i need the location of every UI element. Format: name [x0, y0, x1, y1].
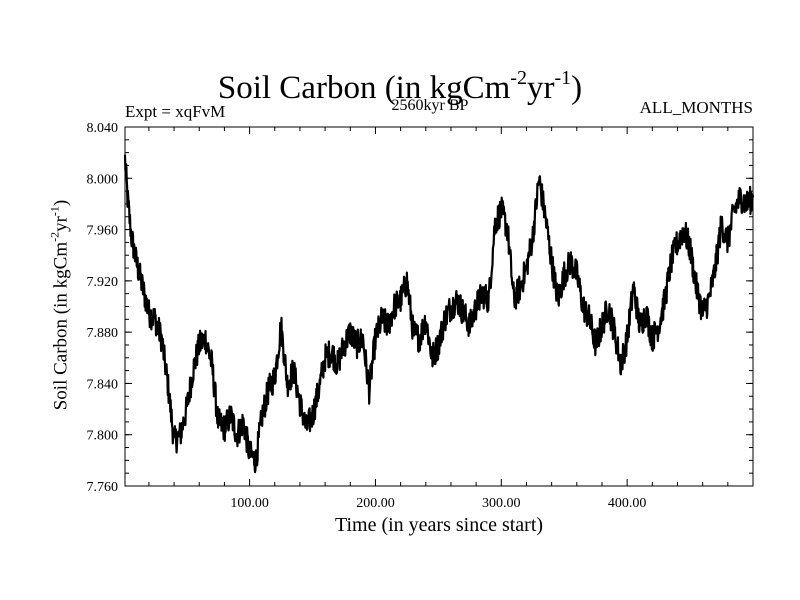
x-tick-label: 100.00	[230, 496, 269, 511]
y-tick-label: 7.880	[87, 326, 119, 341]
x-tick-label: 400.00	[608, 496, 647, 511]
y-tick-label: 7.960	[87, 224, 119, 239]
months-label: ALL_MONTHS	[639, 98, 753, 117]
y-tick-label: 7.840	[87, 377, 119, 392]
y-tick-label: 7.760	[87, 480, 119, 495]
plot-frame	[124, 126, 754, 487]
x-tick-label: 300.00	[482, 496, 521, 511]
x-axis-label: Time (in years since start)	[334, 514, 544, 536]
series-layer	[123, 154, 755, 474]
x-tick-label: 200.00	[356, 496, 395, 511]
series-line	[123, 154, 755, 474]
chart-title: Soil Carbon (in kgCm-2yr-1)	[217, 67, 583, 106]
y-tick-label: 8.000	[87, 172, 119, 187]
y-tick-label: 7.920	[87, 275, 119, 290]
ticks-layer: 7.760 7.800 7.840 7.880 7.920 7.960 8.000 8.040…	[87, 121, 753, 511]
period-label: 2560kyr BP	[391, 97, 469, 114]
y-tick-label: 8.040	[87, 121, 119, 136]
y-tick-label: 7.800	[87, 429, 119, 444]
experiment-label: Expt = xqFvM	[125, 102, 226, 121]
